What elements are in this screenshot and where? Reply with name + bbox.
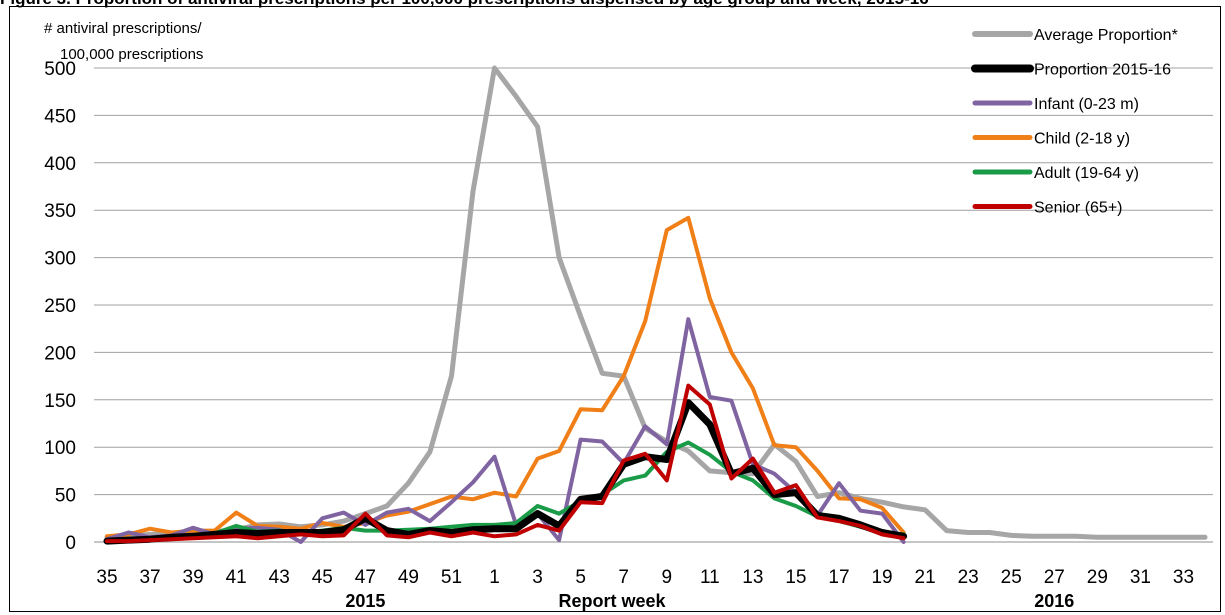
y-tick-450: 450 <box>44 106 76 127</box>
x-tick-3: 3 <box>532 567 543 588</box>
x-tick-29: 29 <box>1087 567 1108 588</box>
year-labels: 2015 2016 <box>345 591 1074 611</box>
year-label-2016: 2016 <box>1034 591 1074 611</box>
y-tick-500: 500 <box>44 59 76 80</box>
legend-label-infant-0-23-m: Infant (0-23 m) <box>1034 96 1139 113</box>
y-tick-150: 150 <box>44 391 76 412</box>
chart-title-clipped: Figure 3. Proportion of antiviral prescr… <box>0 0 1225 9</box>
x-tick-39: 39 <box>183 567 204 588</box>
x-tick-15: 15 <box>785 567 806 588</box>
x-tick-45: 45 <box>312 567 333 588</box>
y-tick-100: 100 <box>44 438 76 459</box>
x-tick-23: 23 <box>958 567 979 588</box>
x-tick-43: 43 <box>269 567 290 588</box>
year-label-2015: 2015 <box>345 591 385 611</box>
x-tick-11: 11 <box>700 567 720 588</box>
x-tick-19: 19 <box>871 567 892 588</box>
y-tick-300: 300 <box>44 249 76 270</box>
x-tick-37: 37 <box>139 567 160 588</box>
x-tick-27: 27 <box>1044 567 1065 588</box>
x-axis-label: Report week <box>558 591 666 611</box>
y-axis-label-line2: 100,000 prescriptions <box>60 46 203 63</box>
y-tick-350: 350 <box>44 201 76 222</box>
x-tick-5: 5 <box>575 567 586 588</box>
legend-label-proportion-2015-16: Proportion 2015-16 <box>1034 62 1171 79</box>
x-tick-41: 41 <box>226 567 247 588</box>
y-tick-labels: 0 50 100 150 200 250 300 350 400 450 500 <box>44 59 76 554</box>
x-tick-7: 7 <box>618 567 629 588</box>
series-line-senior-65 <box>105 383 906 544</box>
x-tick-17: 17 <box>828 567 849 588</box>
legend-label-adult-19-64-y: Adult (19-64 y) <box>1034 165 1139 182</box>
x-tick-13: 13 <box>742 567 763 588</box>
x-tick-labels: 35 37 39 41 43 45 47 49 51 1 3 5 7 9 11 13 15 17 19 21 23 25 2… <box>96 567 1194 588</box>
y-tick-250: 250 <box>44 296 76 317</box>
y-tick-200: 200 <box>44 343 76 364</box>
x-tick-51: 51 <box>441 567 462 588</box>
x-tick-1: 1 <box>489 567 500 588</box>
series-lines <box>103 65 1208 545</box>
x-tick-33: 33 <box>1173 567 1194 588</box>
x-tick-31: 31 <box>1130 567 1151 588</box>
legend-label-child-2-18-y: Child (2-18 y) <box>1034 131 1130 148</box>
x-tick-49: 49 <box>398 567 419 588</box>
legend: Average Proportion* Proportion 2015-16 Inf… <box>971 27 1178 217</box>
x-tick-47: 47 <box>355 567 376 588</box>
x-tick-35: 35 <box>96 567 117 588</box>
y-tick-50: 50 <box>55 486 76 507</box>
x-tick-9: 9 <box>661 567 672 588</box>
legend-label-senior-65: Senior (65+) <box>1034 200 1123 217</box>
y-tick-400: 400 <box>44 154 76 175</box>
y-axis-label-line1: # antiviral prescriptions/ <box>44 20 202 37</box>
y-tick-0: 0 <box>65 533 76 554</box>
x-tick-25: 25 <box>1001 567 1022 588</box>
legend-label-average-proportion: Average Proportion* <box>1034 27 1178 44</box>
chart-frame <box>9 6 1221 612</box>
x-tick-21: 21 <box>915 567 936 588</box>
